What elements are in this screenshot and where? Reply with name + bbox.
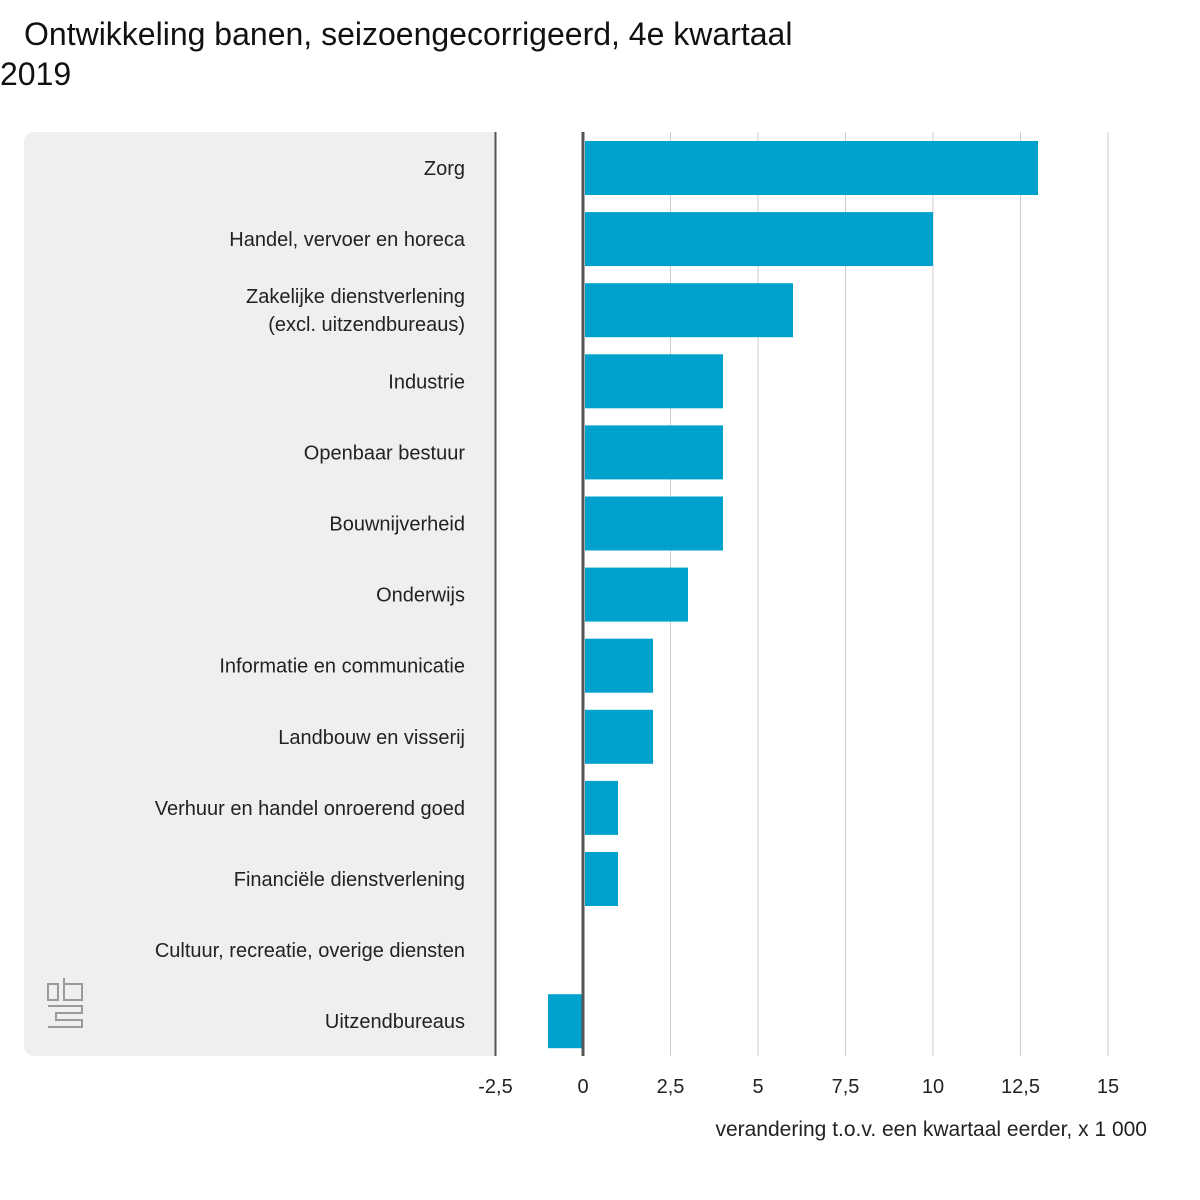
bar [585,709,653,764]
category-label: Verhuur en handel onroerend goed [155,798,465,820]
category-label: Cultuur, recreatie, overige diensten [155,940,465,962]
bar [585,354,723,409]
category-label: Onderwijs [376,585,465,607]
category-label: Handel, vervoer en horeca [229,229,466,251]
category-label: Industrie [388,371,465,393]
x-tick-label: 12,5 [1001,1076,1040,1098]
x-tick-label: 15 [1097,1076,1119,1098]
x-tick-label: 10 [922,1076,944,1098]
bar [585,567,688,622]
chart-title: Ontwikkeling banen, seizoengecorrigeerd,… [0,14,900,94]
bar [585,638,653,693]
category-label: Zakelijke dienstverlening [246,286,465,308]
bar [585,852,618,906]
bar [585,141,1038,195]
chart-title-line-2: 2019 [0,56,72,92]
category-label: Financiële dienstverlening [234,869,465,891]
category-label: Bouwnijverheid [329,514,465,536]
category-label: Landbouw en visserij [278,727,465,749]
cbs-logo [47,978,83,1028]
category-label: Uitzendbureaus [325,1011,465,1033]
category-label: (excl. uitzendbureaus) [268,314,465,336]
x-tick-label: 7,5 [832,1076,860,1098]
label-panel-edge [483,132,495,1056]
x-tick-label: 5 [752,1076,763,1098]
x-tick-label: 2,5 [657,1076,685,1098]
chart-title-line-1: Ontwikkeling banen, seizoengecorrigeerd,… [24,16,793,52]
bar [585,283,793,338]
bar [585,425,723,480]
x-tick-label: -2,5 [478,1076,512,1098]
category-label: Informatie en communicatie [219,656,465,678]
bar [585,212,933,267]
x-axis-label: verandering t.o.v. een kwartaal eerder, … [715,1118,1147,1141]
bar [585,780,618,835]
bar [585,496,723,551]
bar [548,994,582,1049]
x-tick-label: 0 [577,1076,588,1098]
category-label: Zorg [424,158,465,180]
label-panel [24,132,495,1056]
category-label: Openbaar bestuur [304,442,466,464]
